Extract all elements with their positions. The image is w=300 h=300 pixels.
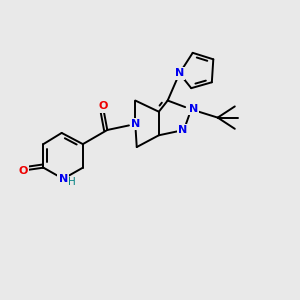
Text: H: H	[68, 177, 75, 188]
Text: O: O	[18, 166, 28, 176]
Text: N: N	[189, 104, 198, 114]
Text: N: N	[58, 174, 68, 184]
Text: N: N	[131, 119, 140, 129]
Text: N: N	[178, 125, 187, 135]
Text: O: O	[98, 101, 108, 111]
Text: N: N	[175, 68, 184, 78]
